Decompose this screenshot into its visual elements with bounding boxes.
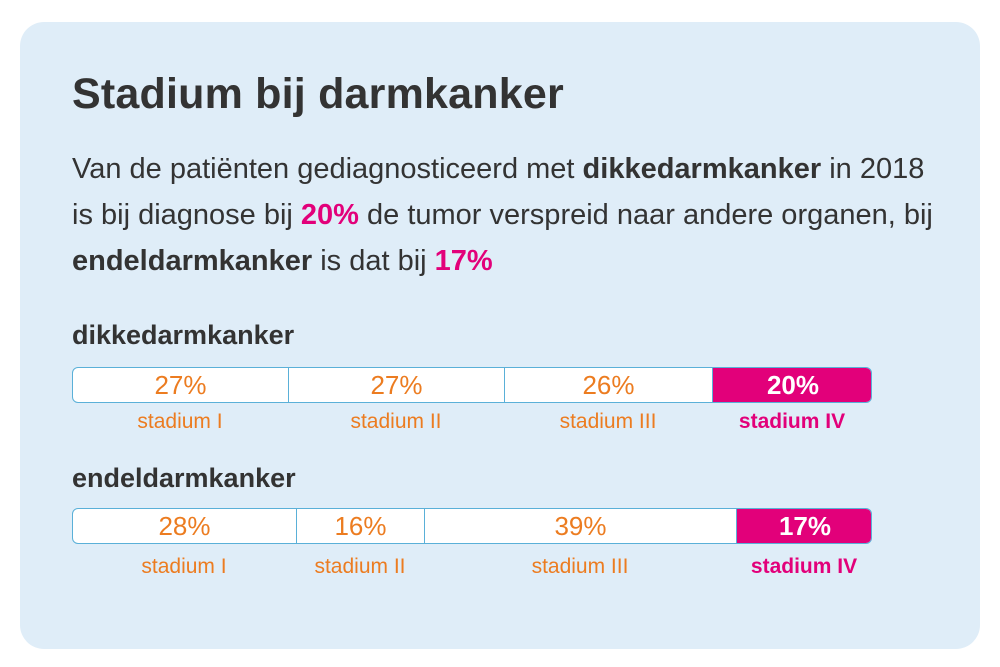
category-label-stadium-I: stadium I [137,410,223,433]
category-label-stadium-I: stadium I [141,555,227,578]
intro-cancer-type-1: dikkedarmkanker [582,153,822,185]
intro-text: Van de patiënten gediagnosticeerd met di… [72,146,942,284]
stacked-bar-endeldarmkanker: 28% 16% 39% 17% [72,508,872,544]
intro-part-1: Van de patiënten gediagnosticeerd met [72,153,583,185]
bar-segment-stadium-IV: 20% [713,368,871,402]
category-label-stadium-IV: stadium IV [738,410,846,433]
bar-segment-stadium-II: 27% [289,368,505,402]
category-labels-dikkedarmkanker: stadium I stadium II stadium III stadium IV [0,410,1000,440]
bar-segment-stadium-I: 27% [73,368,289,402]
category-label-stadium-IV: stadium IV [750,555,858,578]
category-label-stadium-III: stadium III [559,410,657,433]
bar-segment-stadium-III: 39% [425,509,737,543]
chart-title-dikkedarmkanker: dikkedarmkanker [72,320,295,350]
stacked-bar-dikkedarmkanker: 27% 27% 26% 20% [72,367,872,403]
intro-cancer-type-2: endeldarmkanker [72,245,313,277]
page-title: Stadium bij darmkanker [72,70,564,118]
intro-value-2: 17% [434,245,493,277]
intro-value-1: 20% [300,199,359,231]
bar-segment-stadium-I: 28% [73,509,297,543]
bar-segment-stadium-II: 16% [297,509,425,543]
chart-title-endeldarmkanker: endeldarmkanker [72,463,296,493]
category-label-stadium-III: stadium III [531,555,629,578]
intro-part-4: is dat bij [312,245,435,277]
bar-segment-stadium-IV: 17% [737,509,871,543]
category-label-stadium-II: stadium II [350,410,442,433]
category-label-stadium-II: stadium II [314,555,406,578]
intro-part-2: in 2018 is bij diagnose bij [72,153,925,231]
category-labels-endeldarmkanker: stadium I stadium II stadium III stadium IV [0,555,1000,585]
infographic-card [20,22,980,649]
bar-segment-stadium-III: 26% [505,368,713,402]
intro-part-3: de tumor verspreid naar andere organen, … [358,199,933,231]
